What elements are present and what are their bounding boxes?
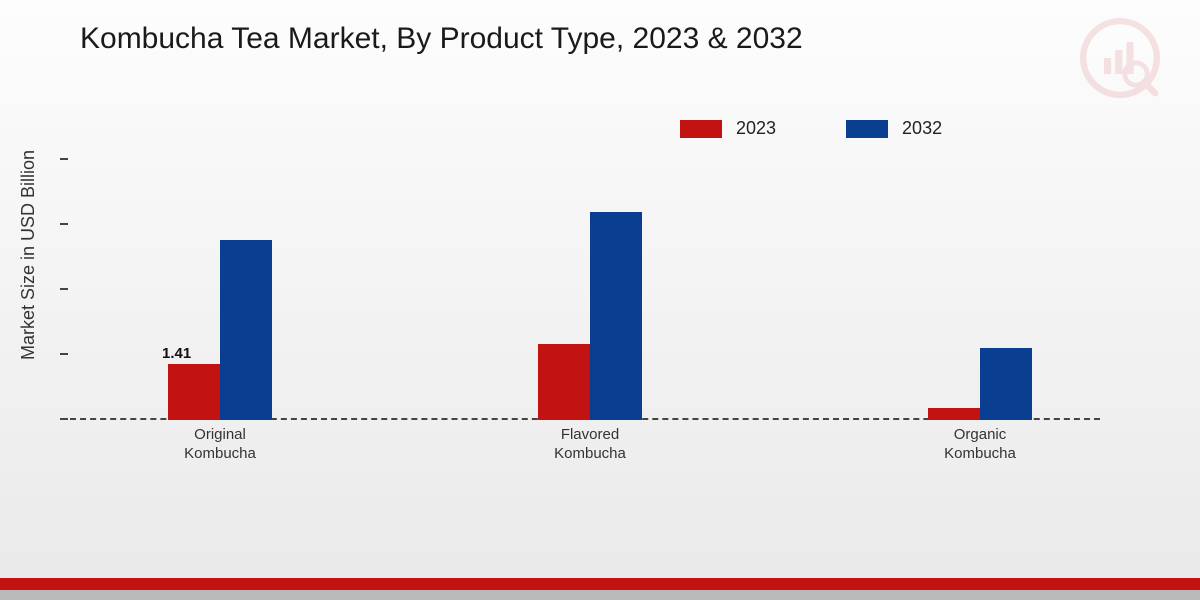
y-tick: [60, 223, 68, 225]
legend-swatch-2032: [846, 120, 888, 138]
y-tick: [60, 418, 68, 420]
bar-2032: [590, 212, 642, 420]
footer-bar-red: [0, 578, 1200, 590]
bar-2032: [980, 348, 1032, 420]
legend: 2023 2032: [680, 118, 942, 139]
footer-bar-grey: [0, 590, 1200, 600]
legend-label-2023: 2023: [736, 118, 776, 139]
legend-item-2032: 2032: [846, 118, 942, 139]
bar-2023: [168, 364, 220, 420]
y-axis-label: Market Size in USD Billion: [18, 150, 39, 360]
category-label: Original Kombucha: [120, 426, 320, 464]
legend-swatch-2023: [680, 120, 722, 138]
chart-title: Kombucha Tea Market, By Product Type, 20…: [80, 22, 803, 56]
plot-area: 1.41Original KombuchaFlavored KombuchaOr…: [120, 160, 1130, 460]
legend-label-2032: 2032: [902, 118, 942, 139]
category-label: Organic Kombucha: [880, 426, 1080, 464]
bar-pair: [490, 212, 690, 420]
category-label: Flavored Kombucha: [490, 426, 690, 464]
bar-2023: [538, 344, 590, 420]
brand-logo-icon: [1080, 18, 1160, 98]
y-tick: [60, 353, 68, 355]
y-tick: [60, 158, 68, 160]
bar-pair: [880, 348, 1080, 420]
bar-2032: [220, 240, 272, 420]
bar-2023: [928, 408, 980, 420]
legend-item-2023: 2023: [680, 118, 776, 139]
bar-pair: [120, 240, 320, 420]
y-tick: [60, 288, 68, 290]
chart-container: Kombucha Tea Market, By Product Type, 20…: [0, 0, 1200, 600]
